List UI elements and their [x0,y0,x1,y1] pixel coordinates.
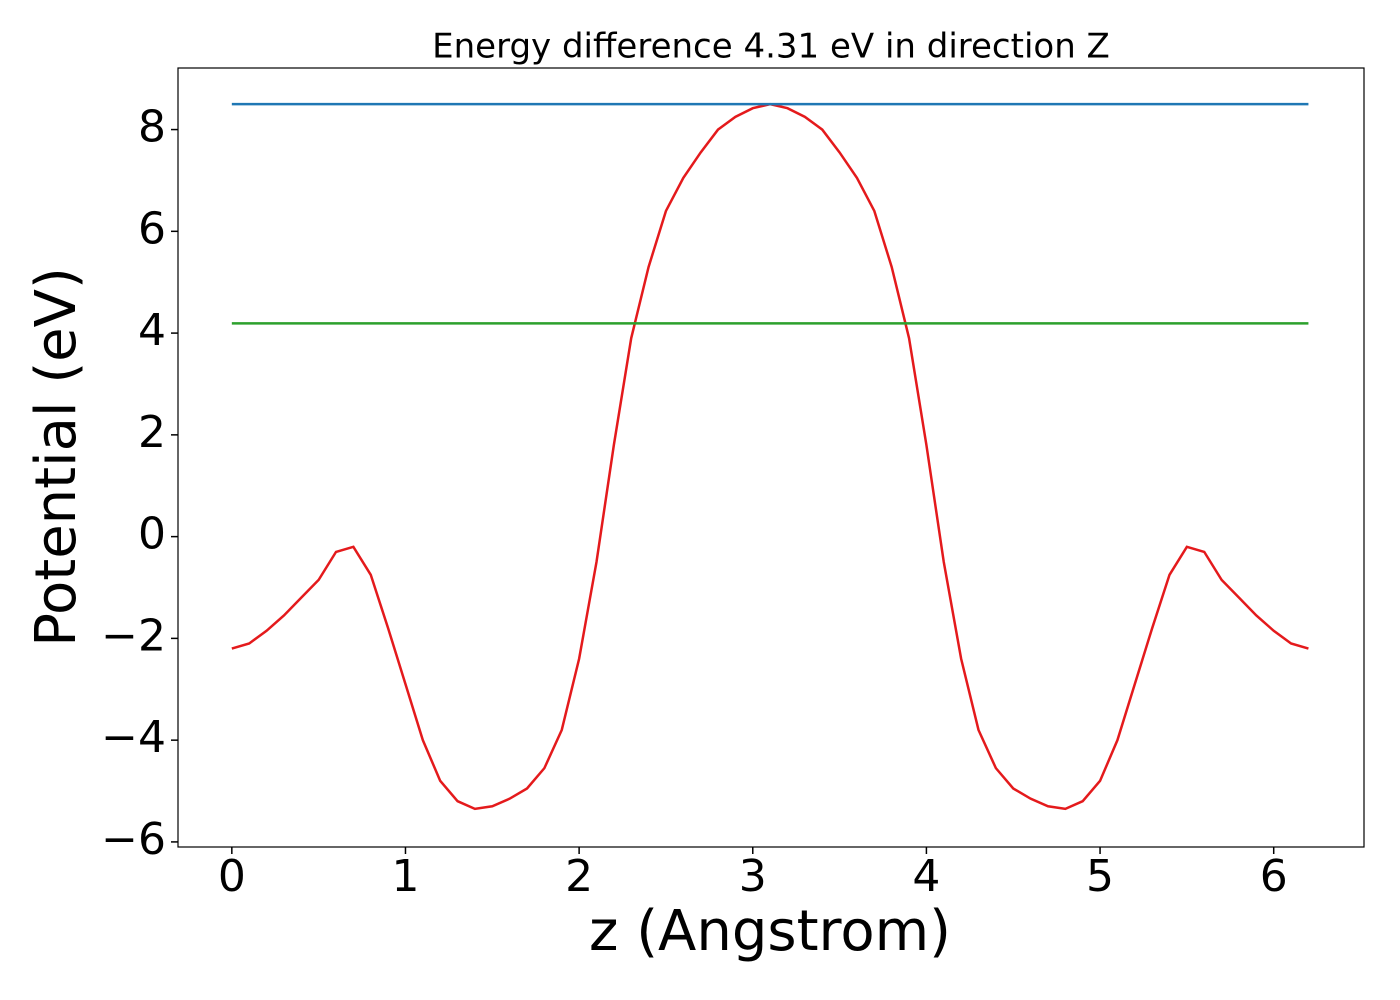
x-axis-label: z (Angstrom) [589,899,951,964]
x-tick-label: 2 [565,851,593,902]
x-tick-label: 0 [218,851,246,902]
y-tick-label: −2 [101,610,166,661]
x-tick-label: 5 [1086,851,1114,902]
y-tick-label: 8 [138,102,166,153]
y-tick-label: 2 [138,407,166,458]
plot-frame [177,67,1365,848]
y-tick-label: 0 [138,509,166,560]
chart-title: Energy difference 4.31 eV in direction Z [432,27,1110,67]
y-tick-label: −4 [101,712,166,763]
x-tick-label: 1 [391,851,419,902]
y-axis-label: Potential (eV) [24,267,89,647]
y-tick-label: 6 [138,203,166,254]
x-tick-label: 3 [739,851,767,902]
y-tick-label: −6 [101,814,166,865]
x-tick-label: 6 [1260,851,1288,902]
y-tick-label: 4 [138,305,166,356]
x-tick-label: 4 [912,851,940,902]
